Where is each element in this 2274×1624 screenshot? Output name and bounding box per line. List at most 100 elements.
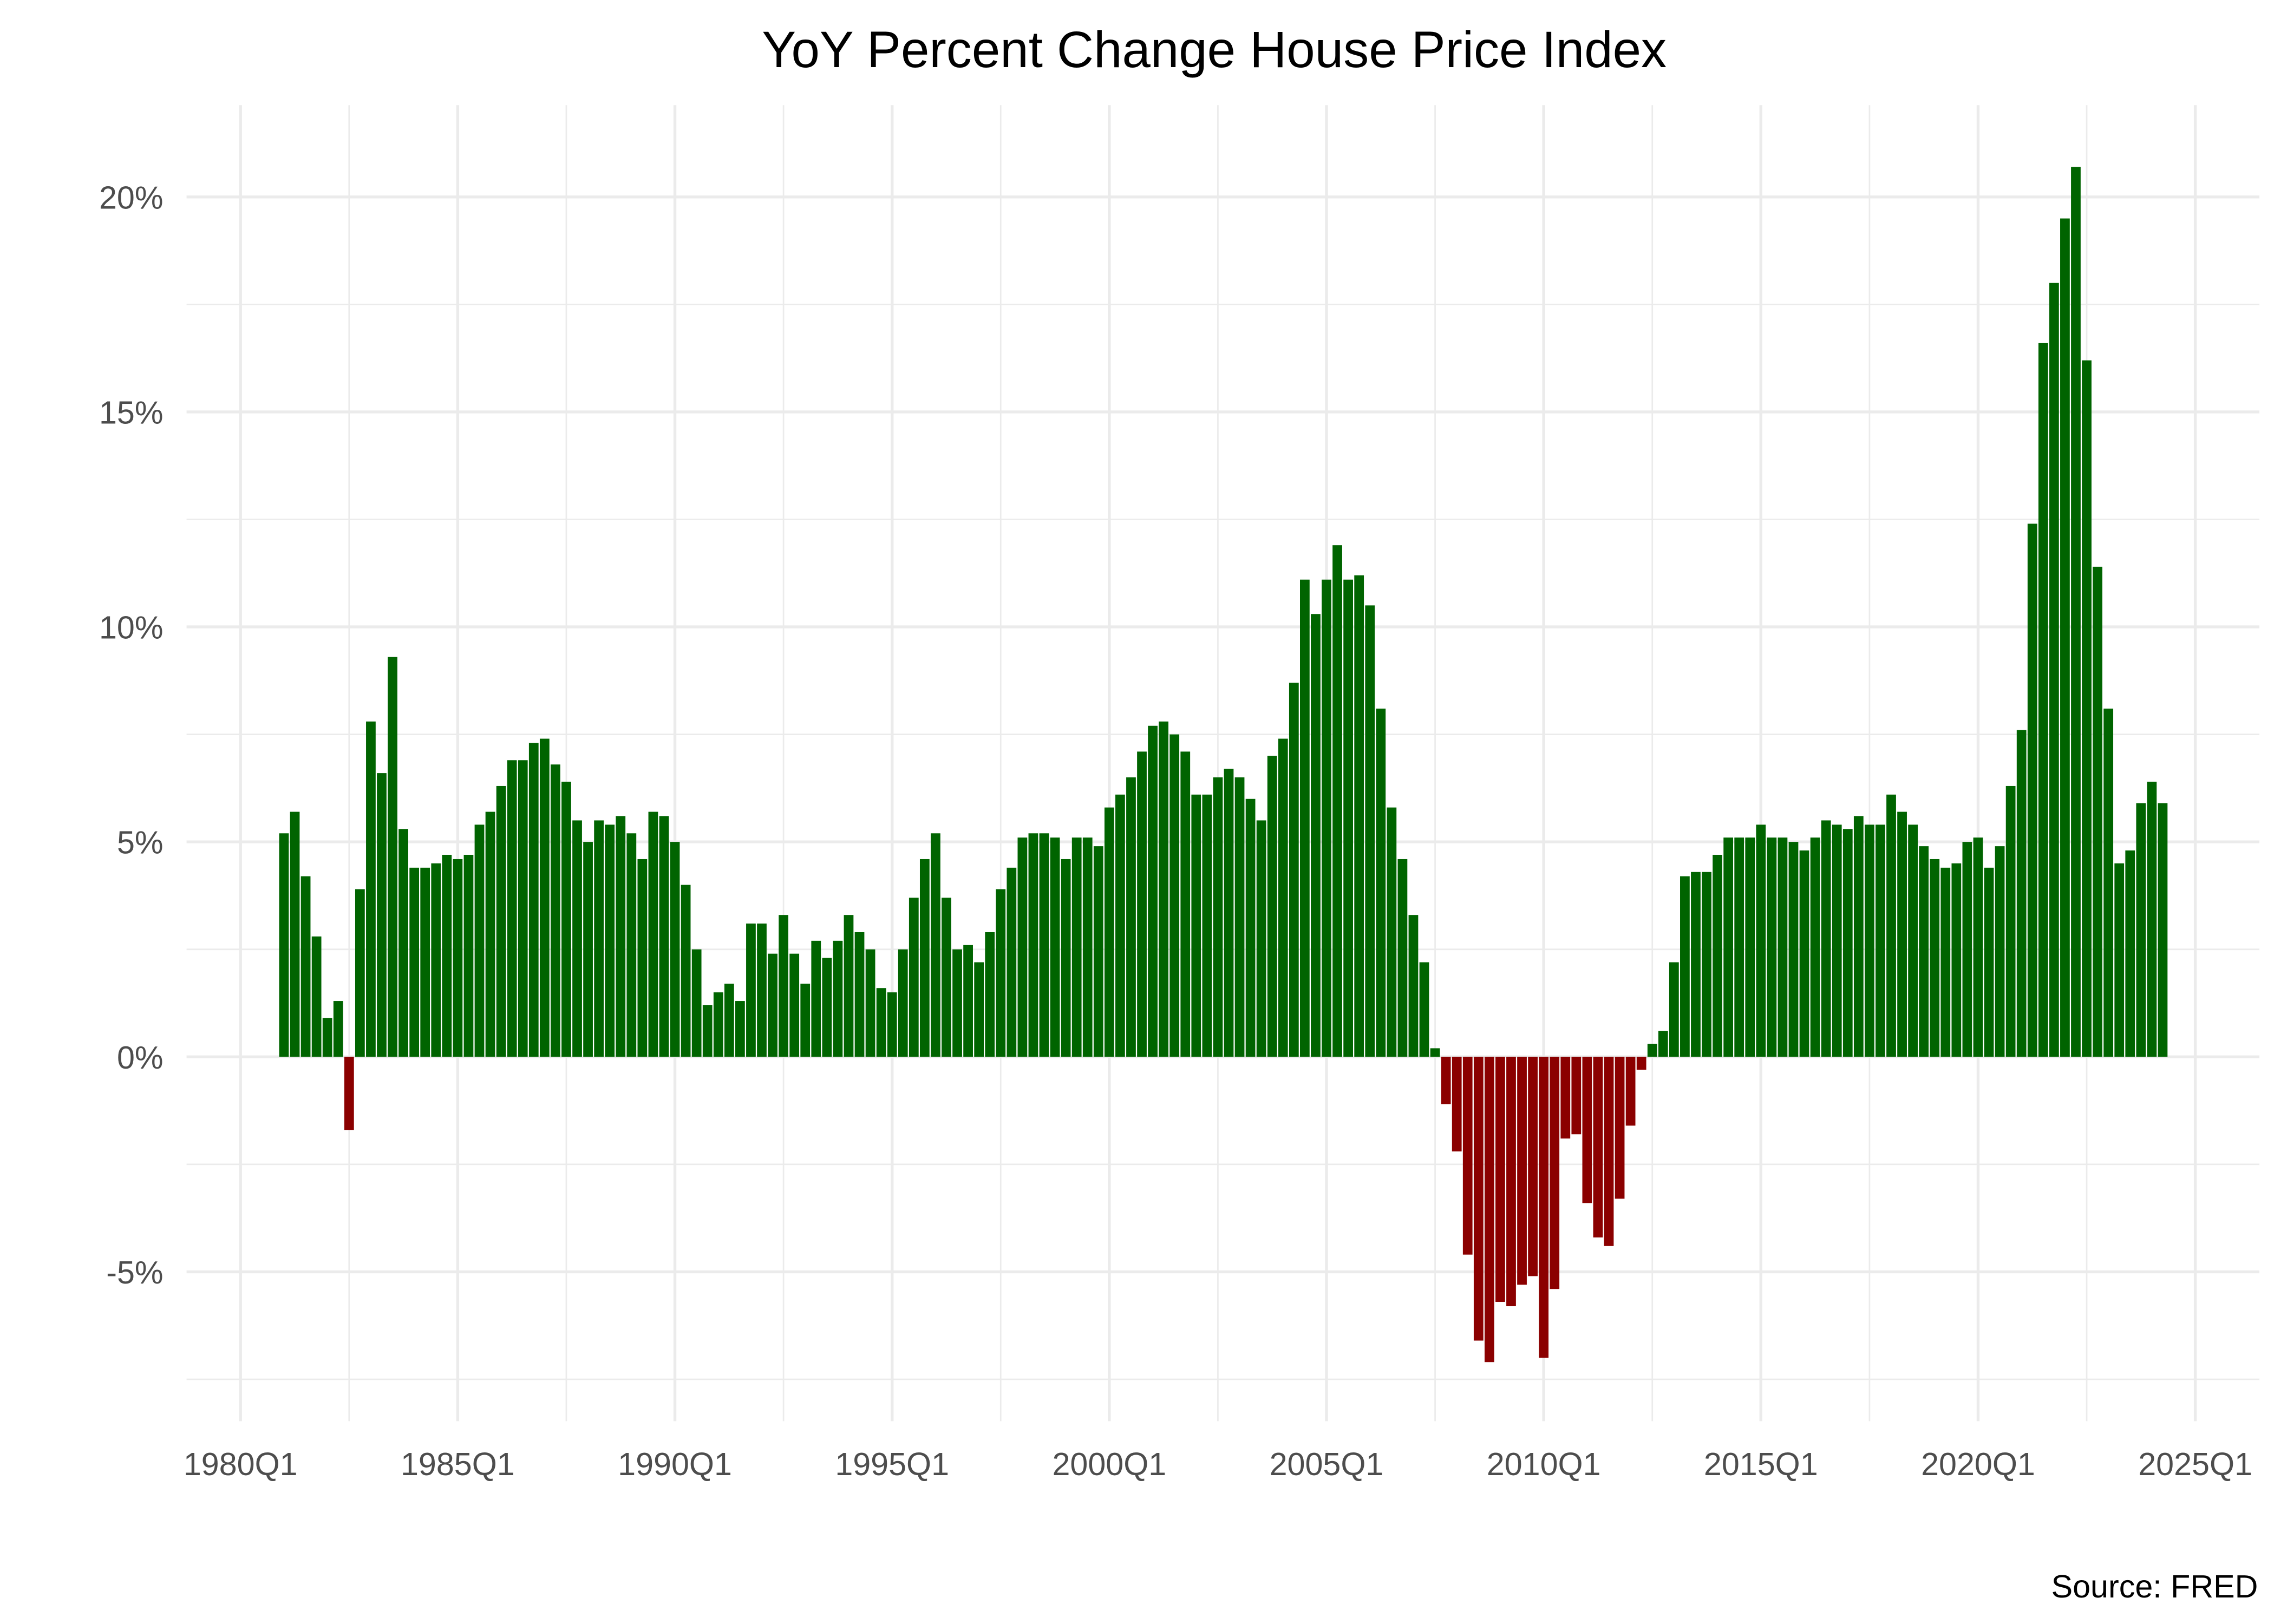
x-tick-label: 2010Q1 [1487,1446,1601,1482]
bar-positive [366,721,376,1057]
bar-positive [1430,1048,1440,1057]
bar-positive [507,760,517,1057]
y-tick-label: -5% [106,1254,163,1291]
x-tick-label: 1985Q1 [401,1446,515,1482]
bar-positive [290,811,300,1057]
bar-positive [822,958,832,1057]
bar-positive [1332,545,1342,1057]
bar-positive [539,738,550,1057]
bar-positive [1713,855,1722,1057]
bar-positive [1093,846,1103,1057]
bar-positive [996,889,1006,1057]
bar-positive [681,885,691,1057]
bar-positive [1191,794,1201,1057]
bar-positive [1148,725,1158,1057]
bar-positive [1886,794,1896,1057]
bar-positive [1007,867,1017,1057]
bar-negative [1625,1057,1636,1126]
bar-positive [1919,846,1929,1057]
bar-positive [518,760,528,1057]
bar-negative [344,1057,354,1130]
bar-positive [496,785,506,1057]
bar-negative [1539,1057,1549,1358]
bar-positive [1723,837,1734,1057]
bar-positive [648,811,658,1057]
bar-positive [2158,803,2168,1057]
bar-positive [1289,683,1299,1057]
bar-positive [963,945,973,1057]
bar-positive [2049,283,2059,1057]
bar-positive [1799,850,1809,1057]
bar-positive [1897,811,1907,1057]
bar-positive [1876,824,1885,1057]
bar-positive [1669,962,1679,1057]
bar-positive [811,940,821,1057]
bar-positive [1365,605,1375,1057]
bar-positive [594,820,604,1057]
bar-positive [659,816,669,1057]
bar-positive [779,915,788,1057]
chart-caption: Source: FRED [2051,1568,2258,1605]
bar-positive [1245,798,1256,1057]
bar-positive [1354,575,1364,1057]
bar-positive [2103,708,2114,1057]
bar-negative [1636,1057,1646,1070]
bar-positive [1115,794,1125,1057]
bar-negative [1452,1057,1462,1152]
bar-positive [1061,859,1071,1057]
bar-negative [1517,1057,1527,1285]
bar-positive [637,859,648,1057]
bar-positive [1256,820,1266,1057]
bar-positive [453,859,463,1057]
bar-positive [355,889,365,1057]
bar-positive [931,833,940,1057]
bar-negative [1593,1057,1603,1237]
x-tick-label: 2005Q1 [1270,1446,1384,1482]
bar-positive [1419,962,1429,1057]
bar-positive [2082,360,2092,1057]
bar-positive [1169,734,1180,1057]
bar-positive [605,824,615,1057]
bar-positive [572,820,582,1057]
bar-negative [1615,1057,1625,1199]
bar-positive [1778,837,1788,1057]
bar-positive [1810,837,1820,1057]
bar-positive [985,932,995,1057]
bar-positive [854,932,865,1057]
bar-positive [2147,782,2157,1057]
bar-positive [1647,1044,1657,1057]
bar-positive [1864,824,1874,1057]
bar-positive [2060,218,2070,1057]
bar-positive [311,936,322,1057]
bar-positive [1995,846,2005,1057]
bar-positive [2005,785,2016,1057]
bar-positive [2071,167,2081,1057]
bar-positive [1202,794,1212,1057]
bar-positive [420,867,430,1057]
bar-positive [974,962,984,1057]
bar-positive [1702,872,1711,1057]
x-axis-ticks: 1980Q1 1985Q1 1990Q1 1995Q1 2000Q1 2005Q1 2010… [184,1446,2252,1482]
x-tick-label: 2025Q1 [2138,1446,2252,1482]
x-tick-label: 2000Q1 [1052,1446,1166,1482]
chart-title: YoY Percent Change House Price Index [762,21,1667,78]
bar-positive [1137,751,1147,1057]
bar-positive [844,915,854,1057]
bar-positive [377,773,387,1057]
bar-positive [322,1018,332,1057]
bar-positive [833,940,843,1057]
bar-positive [1180,751,1191,1057]
bar-positive [2093,566,2102,1057]
bar-positive [1224,769,1234,1057]
bar-positive [876,988,886,1057]
x-tick-label: 2015Q1 [1704,1446,1818,1482]
bar-positive [898,949,908,1057]
bar-positive [2125,850,2135,1057]
bar-positive [409,867,420,1057]
bar-positive [1376,708,1386,1057]
bar-positive [2016,730,2027,1057]
bar-positive [757,924,767,1057]
y-tick-label: 15% [99,395,164,431]
bar-positive [1126,777,1136,1057]
